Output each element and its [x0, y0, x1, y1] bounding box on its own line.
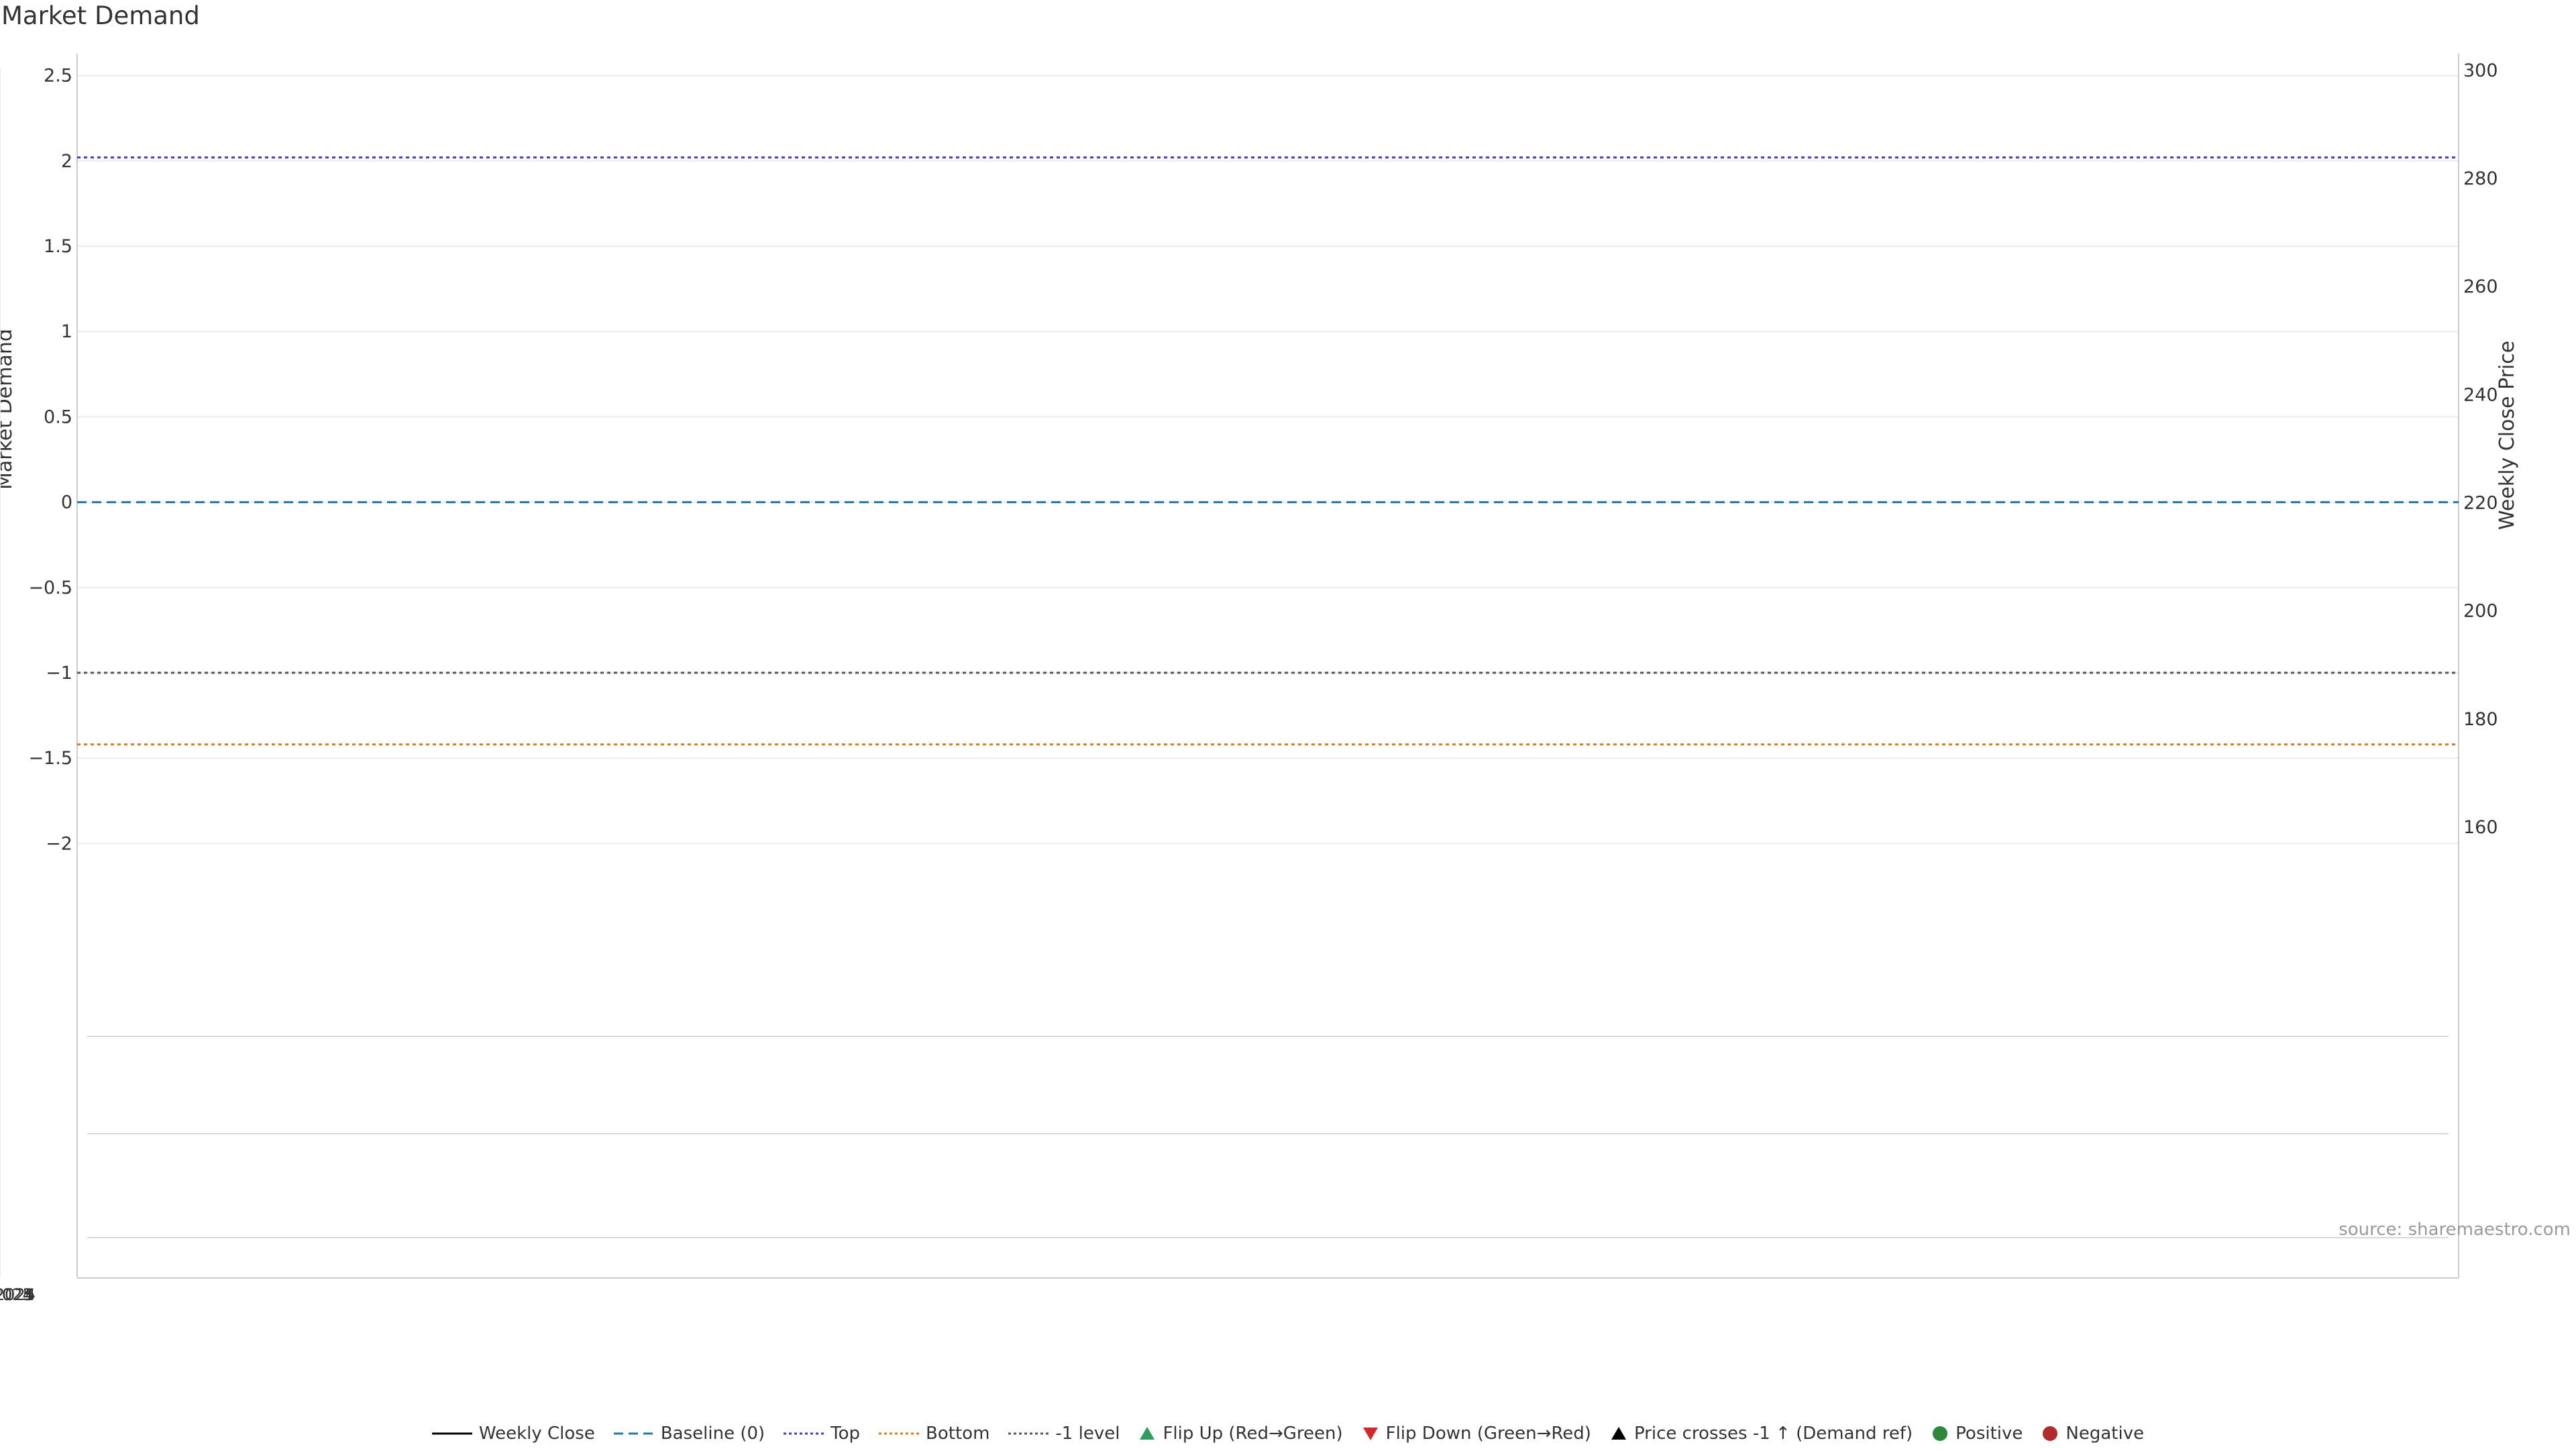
- left-tick-label: 1: [61, 321, 72, 342]
- legend-swatch-icon: [2043, 1426, 2058, 1441]
- x-tick-label: Jul 2024: [0, 1285, 33, 1304]
- legend-label: Price crosses -1 ↑ (Demand ref): [1633, 1424, 1913, 1444]
- legend-label: Flip Down (Green→Red): [1385, 1424, 1591, 1444]
- left-tick-label: 2.5: [44, 66, 72, 87]
- left-tick-label: −1.5: [28, 748, 72, 769]
- chart-legend: Weekly Close Baseline (0) Top Bottom -1 leve…: [0, 1424, 2576, 1444]
- legend-item: Baseline (0): [613, 1424, 765, 1444]
- right-tick-label: 200: [2463, 601, 2498, 622]
- source-credit: source: sharemaestro.com: [2339, 1220, 2571, 1240]
- left-tick-label: −2: [46, 833, 72, 854]
- legend-item: Bottom: [879, 1424, 989, 1444]
- legend-label: Weekly Close: [478, 1424, 595, 1444]
- left-tick-label: −0.5: [28, 578, 72, 598]
- right-tick-label: 260: [2463, 276, 2498, 297]
- legend-swatch-icon: [1611, 1427, 1626, 1440]
- legend-swatch-icon: [613, 1432, 654, 1435]
- legend-item: Weekly Close: [431, 1424, 595, 1444]
- right-tick-label: 280: [2463, 168, 2498, 189]
- legend-label: Baseline (0): [660, 1424, 765, 1444]
- legend-label: Bottom: [926, 1424, 990, 1444]
- legend-swatch-icon: [879, 1432, 920, 1435]
- x-tick-label: Jul 2025: [0, 1285, 33, 1304]
- legend-item: Price crosses -1 ↑ (Demand ref): [1610, 1424, 1913, 1444]
- right-tick-label: 220: [2463, 492, 2498, 513]
- legend-item: Flip Up (Red→Green): [1138, 1424, 1343, 1444]
- left-tick-label: 0: [61, 492, 72, 513]
- legend-label: Positive: [1955, 1424, 2023, 1444]
- legend-swatch-icon: [431, 1432, 472, 1435]
- legend-item: Positive: [1931, 1424, 2023, 1444]
- legend-swatch-icon: [1933, 1426, 1948, 1441]
- legend-swatch-icon: [1008, 1432, 1049, 1435]
- x-tick-label: Jan 2025: [0, 1285, 36, 1304]
- right-tick-label: 180: [2463, 709, 2498, 730]
- left-tick-label: −1: [46, 663, 72, 684]
- left-tick-label: 1.5: [44, 236, 72, 257]
- right-tick-label: 300: [2463, 60, 2498, 81]
- legend-item: -1 level: [1008, 1424, 1120, 1444]
- x-tick-label: Jan 2024: [0, 1285, 36, 1304]
- legend-label: Top: [830, 1424, 861, 1444]
- chart-title: Market Demand: [1, 1, 200, 30]
- legend-item: Flip Down (Green→Red): [1362, 1424, 1591, 1444]
- legend-item: Top: [784, 1424, 860, 1444]
- legend-label: -1 level: [1055, 1424, 1120, 1444]
- legend-item: Negative: [2041, 1424, 2144, 1444]
- legend-swatch-icon: [1362, 1428, 1378, 1440]
- x-tick-label: Jul 2023: [0, 1285, 33, 1304]
- legend-label: Flip Up (Red→Green): [1163, 1424, 1343, 1444]
- left-tick-label: 0.5: [44, 407, 72, 427]
- legend-swatch-icon: [784, 1432, 824, 1435]
- legend-label: Negative: [2065, 1424, 2145, 1444]
- right-tick-label: 160: [2463, 817, 2498, 838]
- legend-swatch-icon: [1140, 1427, 1155, 1440]
- left-tick-label: 2: [61, 151, 72, 172]
- right-tick-label: 240: [2463, 384, 2498, 405]
